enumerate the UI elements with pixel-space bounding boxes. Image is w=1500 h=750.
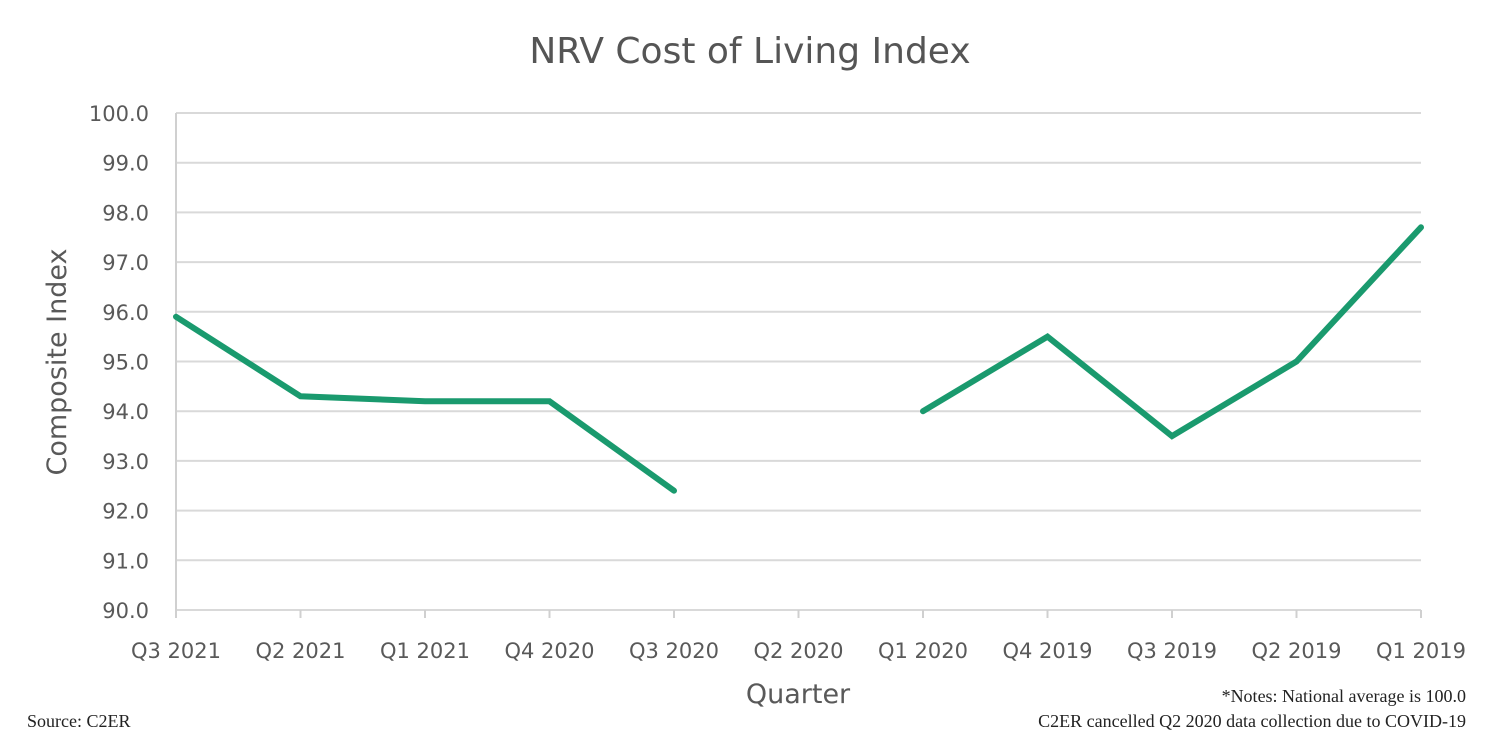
x-tick-label: Q4 2020 — [504, 639, 594, 663]
x-tick-label: Q3 2019 — [1127, 639, 1217, 663]
series-layer — [173, 224, 1424, 494]
y-tick-label: 91.0 — [102, 549, 149, 573]
source-note: Source: C2ER — [27, 711, 131, 731]
y-tick-label: 94.0 — [102, 400, 149, 424]
series-line-segment — [173, 313, 677, 494]
y-tick-label: 100.0 — [89, 102, 149, 126]
x-tick-label: Q2 2021 — [255, 639, 345, 663]
x-tick-label: Q1 2020 — [878, 639, 968, 663]
chart-title: NRV Cost of Living Index — [529, 31, 970, 72]
y-tick-label: 99.0 — [102, 152, 149, 176]
national-average-note: *Notes: National average is 100.0 — [1222, 686, 1466, 706]
gridlines — [175, 112, 1421, 611]
y-axis-ticks: 90.0 91.0 92.0 93.0 94.0 95.0 96.0 97.0 98.0 99.0… — [89, 102, 149, 623]
x-tick-label: Q1 2021 — [380, 639, 470, 663]
x-axis-label: Quarter — [746, 679, 851, 710]
covid-note: C2ER cancelled Q2 2020 data collection d… — [1038, 711, 1466, 731]
y-tick-label: 96.0 — [102, 301, 149, 325]
x-tick-label: Q3 2021 — [131, 639, 221, 663]
y-tick-label: 92.0 — [102, 500, 149, 524]
y-tick-label: 93.0 — [102, 450, 149, 474]
y-tick-label: 97.0 — [102, 251, 149, 275]
x-axis-ticks: Q3 2021 Q2 2021 Q1 2021 Q4 2020 Q3 2020 Q2 20… — [131, 610, 1466, 663]
x-tick-label: Q3 2020 — [629, 639, 719, 663]
x-tick-label: Q2 2020 — [753, 639, 843, 663]
x-tick-label: Q2 2019 — [1251, 639, 1341, 663]
series-line-segment — [920, 224, 1424, 440]
y-tick-label: 98.0 — [102, 201, 149, 225]
y-axis-label: Composite Index — [42, 248, 73, 475]
x-tick-label: Q4 2019 — [1002, 639, 1092, 663]
y-tick-label: 95.0 — [102, 351, 149, 375]
y-tick-label: 90.0 — [102, 599, 149, 623]
x-tick-label: Q1 2019 — [1376, 639, 1466, 663]
